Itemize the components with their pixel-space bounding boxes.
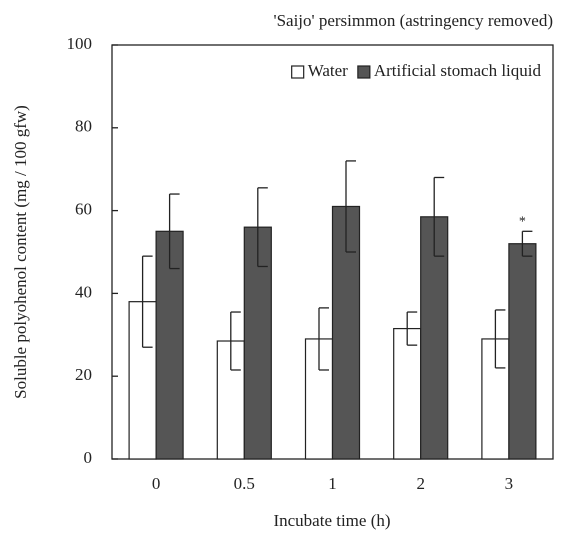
y-tick-label: 20 (75, 365, 92, 384)
y-tick-label: 0 (84, 448, 93, 467)
legend-swatch (357, 65, 371, 79)
y-tick-label: 40 (75, 282, 92, 301)
y-tick-label: 100 (67, 34, 93, 53)
x-axis-label: Incubate time (h) (273, 511, 390, 530)
x-tick-label: 2 (416, 474, 425, 493)
x-tick-label: 1 (328, 474, 337, 493)
bar (508, 243, 537, 460)
legend-swatch (291, 65, 305, 79)
y-tick-label: 60 (75, 200, 92, 219)
bar (393, 327, 422, 460)
x-tick-label: 0 (152, 474, 161, 493)
annotation: * (519, 215, 526, 230)
chart-title: 'Saijo' persimmon (astringency removed) (274, 11, 553, 30)
y-tick-label: 80 (75, 117, 92, 136)
x-tick-label: 3 (505, 474, 514, 493)
bar (155, 230, 184, 460)
legend-label: Artificial stomach liquid (374, 61, 542, 80)
x-tick-label: 0.5 (234, 474, 255, 493)
bar (420, 216, 449, 460)
y-axis-label: Soluble polyohenol content (mg / 100 gfw… (11, 105, 30, 399)
legend-label: Water (308, 61, 348, 80)
